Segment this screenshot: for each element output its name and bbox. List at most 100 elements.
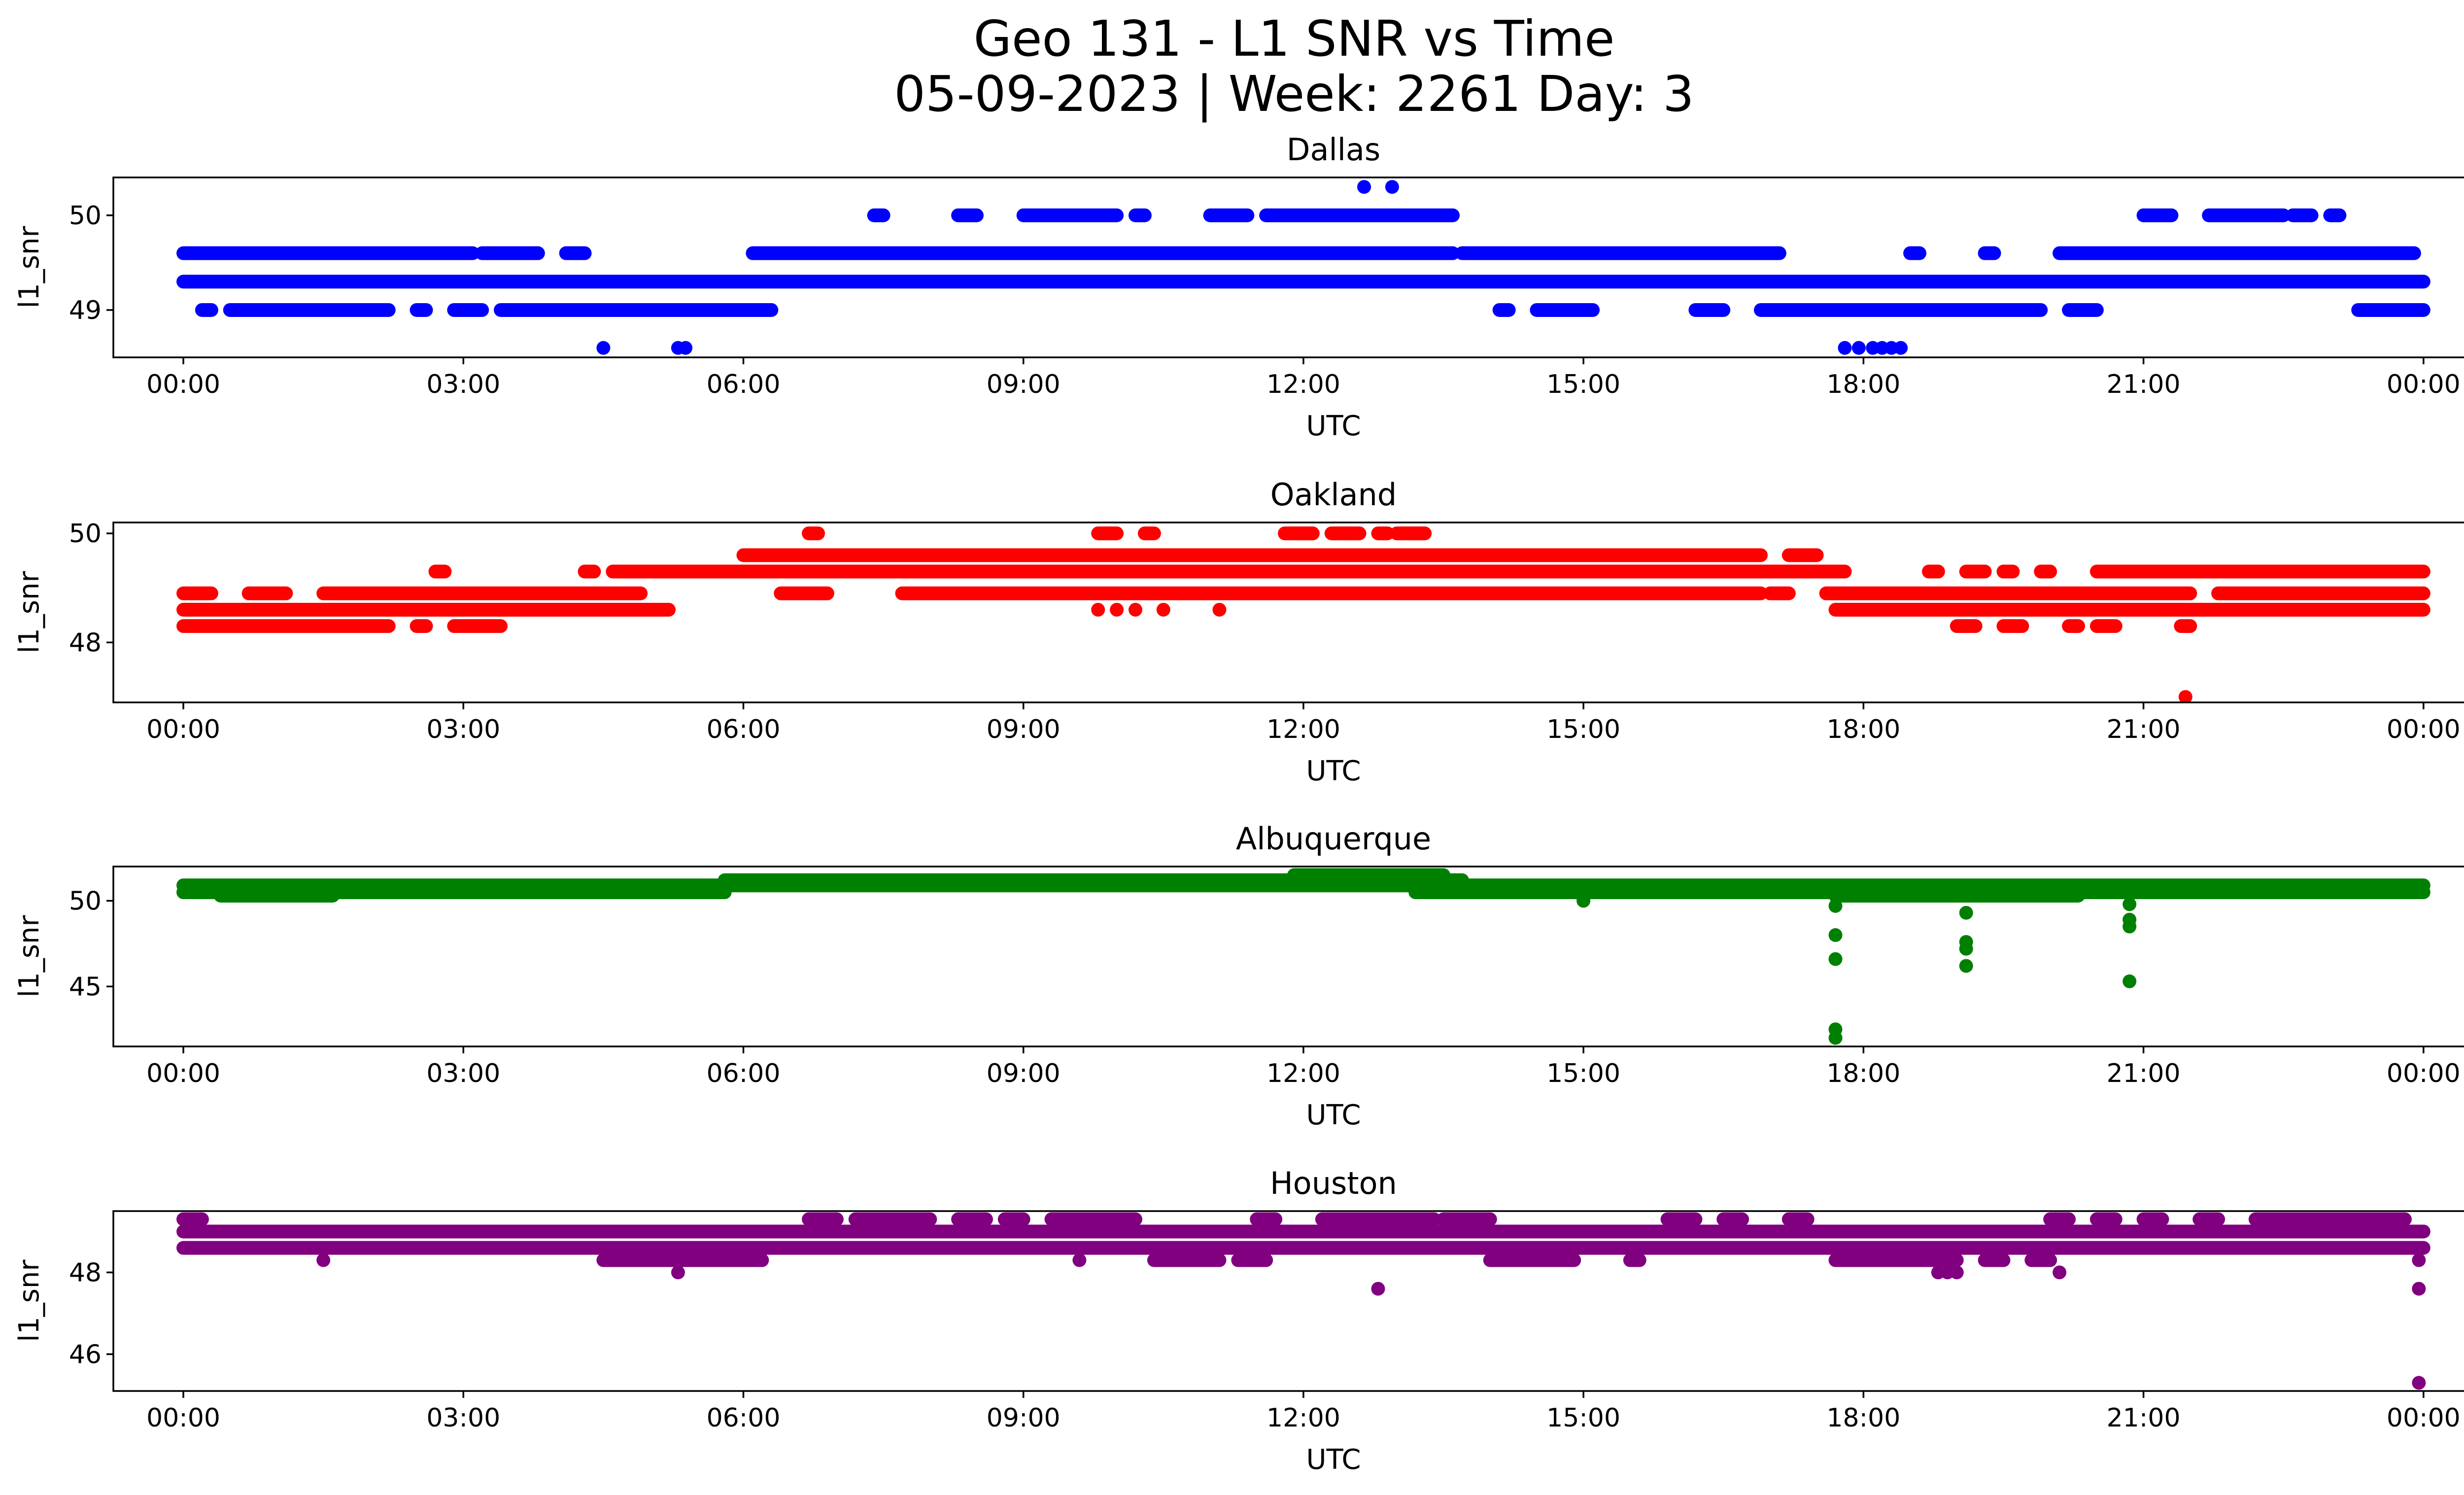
x-tick-label: 21:00 (2107, 370, 2181, 399)
snr-point-12 (2122, 974, 2137, 988)
x-tick-label: 00:00 (146, 1403, 220, 1433)
panel-title-albuquerque: Albuquerque (1236, 821, 1431, 857)
snr-point-4 (1828, 899, 1843, 913)
y-tick-label: 50 (69, 201, 102, 231)
x-axis-label: UTC (1306, 1444, 1361, 1476)
y-tick-label: 46 (69, 1340, 102, 1369)
x-axis-label: UTC (1306, 410, 1361, 442)
x-tick-label: 06:00 (707, 715, 781, 744)
plot-frame (112, 1210, 2464, 1392)
snr-point-0 (1828, 928, 1843, 942)
snr-point-2 (1072, 1253, 1087, 1267)
snr-point-7 (1959, 941, 1973, 956)
snr-point-3 (1156, 602, 1170, 617)
snr-point-7 (2053, 1265, 2067, 1280)
x-tick-label: 18:00 (1826, 1403, 1900, 1433)
x-tick-label: 09:00 (987, 1403, 1061, 1433)
x-tick-label: 18:00 (1826, 370, 1900, 399)
y-axis-label: l1_snr (13, 915, 45, 998)
x-tick-label: 15:00 (1546, 1059, 1620, 1088)
x-tick-label: 09:00 (987, 370, 1061, 399)
snr-point-4 (1851, 341, 1866, 355)
x-tick-label: 15:00 (1546, 370, 1620, 399)
y-tick-label: 48 (69, 628, 102, 658)
plot-frame (112, 176, 2464, 358)
y-tick-label: 49 (69, 296, 102, 325)
y-axis-label: l1_snr (13, 571, 45, 654)
x-tick-label: 00:00 (2387, 1403, 2461, 1433)
x-tick-label: 12:00 (1266, 1403, 1340, 1433)
snr-point-1 (1110, 602, 1124, 617)
x-tick-label: 03:00 (426, 370, 500, 399)
snr-point-3 (1828, 1031, 1843, 1045)
y-tick-label: 45 (69, 972, 102, 1002)
x-axis-label: UTC (1306, 1099, 1361, 1131)
x-tick-label: 12:00 (1266, 715, 1340, 744)
x-tick-label: 00:00 (2387, 370, 2461, 399)
snr-point-2 (679, 341, 693, 355)
y-axis-label: l1_snr (13, 226, 45, 309)
panel-oakland: Oakland 48 50 00:00 03:00 06:00 09:00 12:00 15… (13, 477, 2464, 787)
snr-point-3 (1371, 1282, 1385, 1296)
snr-point-10 (2412, 1376, 2426, 1390)
panel-dallas: Dallas 49 50 00:00 03:00 06:00 09:00 12:00 15:… (13, 132, 2464, 442)
y-tick-label: 50 (69, 887, 102, 916)
snr-point-8 (2412, 1253, 2426, 1267)
x-tick-label: 12:00 (1266, 370, 1340, 399)
x-tick-label: 09:00 (987, 1059, 1061, 1088)
snr-point-9 (2122, 897, 2137, 911)
snr-point-1 (671, 1265, 685, 1280)
x-tick-label: 00:00 (146, 370, 220, 399)
x-tick-label: 12:00 (1266, 1059, 1340, 1088)
snr-point-8 (1959, 959, 1973, 973)
x-tick-label: 03:00 (426, 1059, 500, 1088)
x-tick-label: 09:00 (987, 715, 1061, 744)
x-tick-label: 03:00 (426, 715, 500, 744)
x-tick-label: 18:00 (1826, 715, 1900, 744)
snr-point-2 (1129, 602, 1143, 617)
snr-point-13 (1576, 894, 1591, 908)
chart-title-line2: 05-09-2023 | Week: 2261 Day: 3 (894, 65, 1694, 123)
snr-point-4 (1212, 602, 1227, 617)
snr-point-5 (1959, 905, 1973, 920)
snr-point-0 (316, 1253, 331, 1267)
snr-point-3 (1838, 341, 1852, 355)
snr-point-9 (2412, 1282, 2426, 1296)
x-tick-label: 00:00 (2387, 715, 2461, 744)
x-tick-label: 18:00 (1826, 1059, 1900, 1088)
x-tick-label: 15:00 (1546, 715, 1620, 744)
panel-title-oakland: Oakland (1270, 477, 1397, 513)
x-axis-label: UTC (1306, 755, 1361, 787)
x-tick-label: 15:00 (1546, 1403, 1620, 1433)
snr-point-6 (1950, 1265, 1964, 1280)
y-tick-label: 50 (69, 519, 102, 549)
snr-point-8 (1894, 341, 1908, 355)
snr-point-10 (1385, 180, 1399, 194)
panel-title-dallas: Dallas (1287, 132, 1380, 168)
x-tick-label: 06:00 (707, 1403, 781, 1433)
x-tick-label: 00:00 (146, 1059, 220, 1088)
snr-point-1 (1828, 952, 1843, 966)
x-tick-label: 21:00 (2107, 715, 2181, 744)
x-tick-label: 21:00 (2107, 1403, 2181, 1433)
chart-title-line1: Geo 131 - L1 SNR vs Time (974, 10, 1615, 68)
snr-point-5 (2178, 690, 2192, 702)
plot-frame (112, 522, 2464, 703)
x-tick-label: 00:00 (146, 715, 220, 744)
x-tick-label: 03:00 (426, 1403, 500, 1433)
panel-houston: Houston 46 48 00:00 03:00 06:00 09:00 12:00 15… (13, 1165, 2464, 1476)
y-axis-label: l1_snr (13, 1259, 45, 1342)
snr-point-0 (596, 341, 611, 355)
x-tick-label: 21:00 (2107, 1059, 2181, 1088)
panel-albuquerque: Albuquerque 45 50 00:00 03:00 06:00 09:00 12:… (13, 821, 2464, 1131)
x-tick-label: 06:00 (707, 370, 781, 399)
x-tick-label: 06:00 (707, 1059, 781, 1088)
panel-title-houston: Houston (1270, 1165, 1397, 1201)
x-tick-label: 00:00 (2387, 1059, 2461, 1088)
snr-point-9 (1357, 180, 1371, 194)
snr-point-0 (1091, 602, 1105, 617)
y-tick-label: 48 (69, 1258, 102, 1287)
snr-point-11 (2122, 919, 2137, 934)
plot-frame (112, 866, 2464, 1047)
